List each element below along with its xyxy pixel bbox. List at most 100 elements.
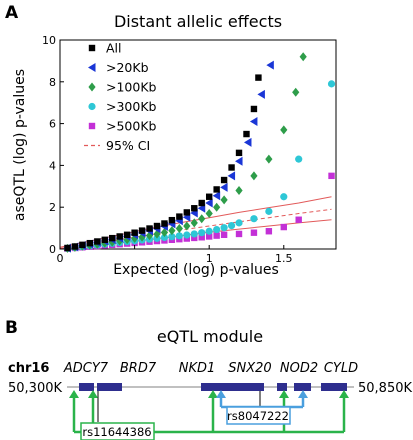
data-point	[101, 236, 108, 244]
data-point	[213, 186, 220, 193]
data-point	[235, 219, 243, 227]
data-point	[168, 226, 176, 236]
plot-frame	[59, 39, 337, 250]
data-point	[168, 216, 176, 224]
panel-b-letter: B	[5, 318, 18, 338]
data-point	[160, 233, 169, 242]
legend-label: >20Kb	[106, 60, 149, 75]
data-point	[327, 80, 336, 88]
data-point	[146, 225, 153, 232]
data-point	[212, 191, 221, 201]
gene-block-nkd1-snx20	[201, 383, 264, 391]
y-axis-ticks: 0 2 4 6 8 10	[42, 34, 64, 256]
arrow-icon	[69, 390, 79, 398]
gene-label-brd7: BRD7	[120, 361, 157, 376]
data-point	[243, 130, 250, 138]
chart-title: Distant allelic effects	[114, 12, 282, 31]
data-point	[205, 193, 213, 200]
data-point	[183, 209, 191, 216]
data-point	[205, 208, 213, 218]
data-point	[220, 176, 228, 184]
data-point	[198, 199, 205, 207]
module-title: eQTL module	[157, 327, 263, 346]
data-point	[183, 231, 191, 239]
data-point	[220, 231, 228, 238]
legend-marker	[88, 44, 96, 52]
data-point	[227, 221, 236, 230]
x-tick-label: 1.5	[275, 252, 293, 265]
data-point	[161, 220, 168, 227]
chromosome-label: chr16	[8, 361, 49, 376]
data-point	[86, 239, 94, 247]
data-point	[250, 105, 258, 113]
data-point	[175, 224, 183, 234]
gene-track: chr16 50,300K 50,850K ADCY7 BRD7 NKD1 SN…	[8, 361, 412, 440]
data-point	[220, 182, 228, 192]
data-point	[235, 149, 243, 157]
data-point	[198, 229, 206, 237]
data-point	[64, 244, 71, 252]
arrow-icon	[339, 390, 349, 398]
data-point	[235, 230, 243, 238]
data-point	[190, 218, 198, 228]
data-point	[123, 231, 131, 238]
data-point	[266, 60, 274, 70]
data-point	[265, 228, 273, 235]
gene-label-cyld: CYLD	[324, 361, 358, 376]
snp-box-rs8047222	[226, 406, 291, 425]
y-tick-label: 10	[42, 34, 56, 47]
legend-label: All	[106, 41, 122, 56]
arrow-icon	[298, 390, 308, 398]
data-point	[213, 225, 221, 234]
data-point	[153, 222, 161, 230]
data-point	[94, 238, 101, 245]
gene-label-nkd1: NKD1	[179, 361, 216, 376]
data-point	[299, 52, 307, 62]
data-point	[205, 198, 213, 208]
snp-box-rs11644386	[80, 422, 155, 440]
gene-label-adcy7: ADCY7	[63, 361, 109, 376]
data-point	[79, 241, 86, 249]
rs8047222-links	[219, 393, 305, 409]
data-point	[250, 229, 258, 236]
y-tick-label: 2	[49, 201, 56, 214]
x-axis-label: Expected (log) p-values	[113, 262, 279, 278]
y-axis-label: aseQTL (log) p-values	[12, 69, 28, 221]
gene-block-cyld	[321, 383, 347, 391]
arrow-icon	[279, 390, 289, 398]
data-point	[116, 236, 124, 246]
y-tick-label: 8	[49, 76, 56, 89]
data-point	[138, 227, 146, 234]
x-tick-label: 1	[206, 252, 213, 265]
data-point	[183, 221, 191, 231]
legend-label: >300Kb	[106, 99, 157, 114]
data-point	[235, 185, 243, 195]
data-point	[243, 137, 252, 147]
green-arrowheads	[69, 390, 349, 398]
gene-block-adcy7	[79, 383, 94, 391]
data-point	[190, 230, 198, 238]
data-point	[109, 234, 116, 242]
x-axis-ticks: 0 1 1.5	[57, 245, 293, 265]
data-point	[160, 227, 169, 237]
data-point	[280, 125, 288, 135]
y-tick-label: 6	[49, 118, 56, 131]
gene-label-nod2: NOD2	[280, 361, 318, 376]
data-point	[295, 216, 302, 223]
legend-label: >100Kb	[106, 80, 157, 95]
data-point	[280, 193, 288, 201]
data-point	[213, 232, 220, 239]
data-point	[249, 117, 258, 127]
legend: All >20Kb >100Kb >300Kb >500Kb 95% CI	[84, 41, 157, 153]
data-point	[205, 233, 213, 240]
legend-marker	[88, 63, 96, 72]
data-point	[220, 224, 228, 232]
arrow-icon	[88, 390, 98, 398]
data-point	[280, 223, 287, 231]
gene-blocks	[79, 383, 347, 391]
data-point	[205, 227, 213, 235]
data-point	[250, 215, 258, 223]
data-point	[295, 155, 303, 163]
data-point	[71, 243, 79, 250]
